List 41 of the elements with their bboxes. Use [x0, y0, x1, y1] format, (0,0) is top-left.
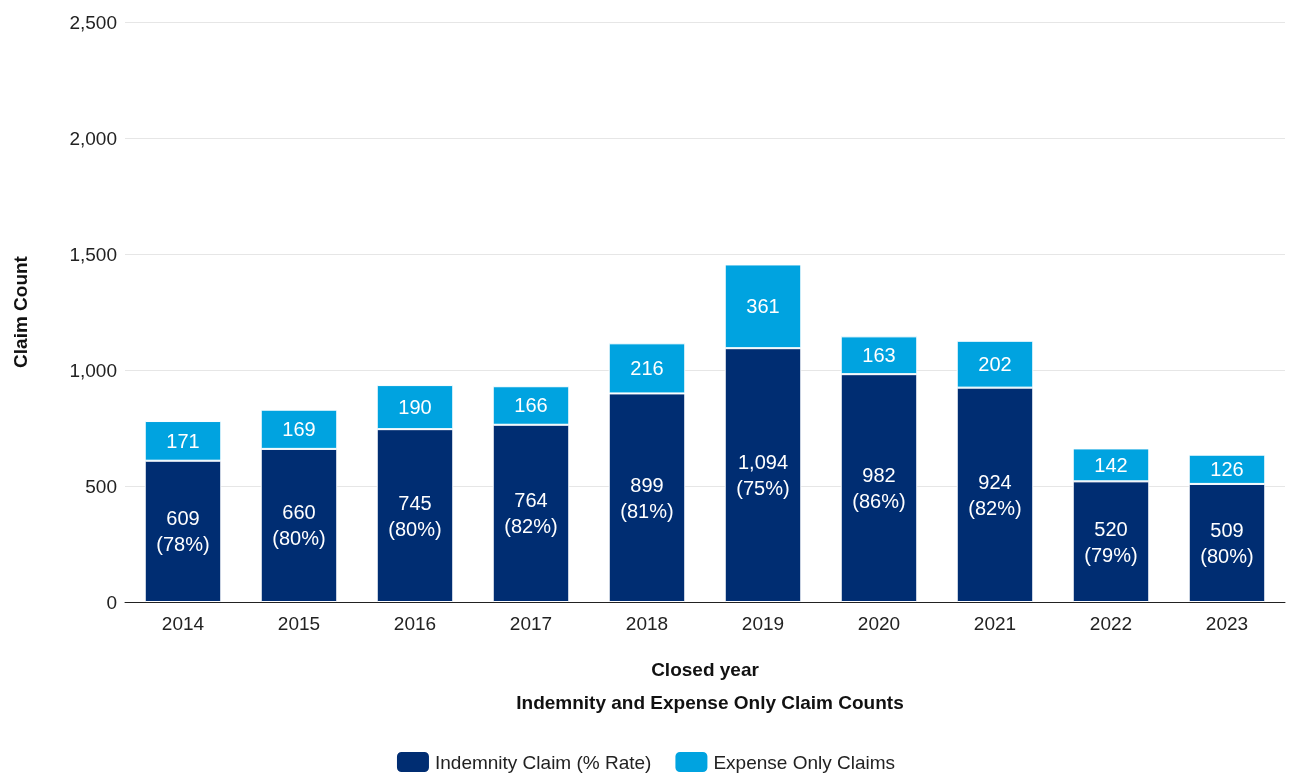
x-tick-label: 2021	[973, 613, 1017, 634]
data-label: 126	[1210, 458, 1244, 481]
data-label: 361	[746, 295, 780, 318]
y-tick-label: 2,500	[69, 11, 117, 33]
data-label: 899 (81%)	[620, 473, 674, 522]
legend-label: Expense Only Claims	[713, 751, 896, 773]
y-tick-label: 1,000	[69, 359, 117, 381]
data-label: 163	[862, 344, 896, 367]
x-tick-label: 2022	[1089, 613, 1133, 634]
x-tick-label: 2017	[509, 613, 553, 634]
x-tick-label: 2020	[857, 613, 901, 634]
data-label: 609 (78%)	[156, 507, 210, 556]
y-tick-label: 0	[106, 591, 117, 613]
data-label: 924 (82%)	[968, 470, 1022, 519]
y-tick-label: 1,500	[69, 243, 117, 265]
x-tick-label: 2014	[161, 613, 205, 634]
y-tick-label: 500	[85, 475, 117, 497]
data-label: 142	[1094, 453, 1128, 476]
data-label: 982 (86%)	[852, 464, 906, 513]
data-label: 745 (80%)	[388, 491, 442, 540]
data-label: 190	[398, 396, 432, 419]
y-axis-title: Claim Count	[10, 255, 31, 368]
data-label: 169	[282, 418, 316, 441]
y-tick-label: 2,000	[69, 127, 117, 149]
x-tick-label: 2015	[277, 613, 321, 634]
text: Indemnity and Expense Only Claim Counts	[516, 692, 904, 713]
legend-label: Indemnity Claim (% Rate)	[434, 751, 652, 773]
data-label: 216	[630, 357, 664, 380]
x-tick-label: 2023	[1205, 613, 1249, 634]
data-label: 166	[514, 394, 548, 417]
x-tick-label: 2016	[393, 613, 437, 634]
data-label: 202	[978, 353, 1012, 376]
x-tick-label: 2019	[741, 613, 785, 634]
data-label: 660 (80%)	[272, 501, 326, 550]
data-label: 520 (79%)	[1084, 517, 1138, 566]
x-axis-title: Closed year	[651, 659, 760, 680]
x-tick-label: 2018	[625, 613, 669, 634]
data-label: 764 (82%)	[504, 489, 558, 538]
data-label: 1,094 (75%)	[736, 451, 790, 500]
data-label: 509 (80%)	[1200, 518, 1254, 567]
data-label: 171	[166, 429, 200, 452]
